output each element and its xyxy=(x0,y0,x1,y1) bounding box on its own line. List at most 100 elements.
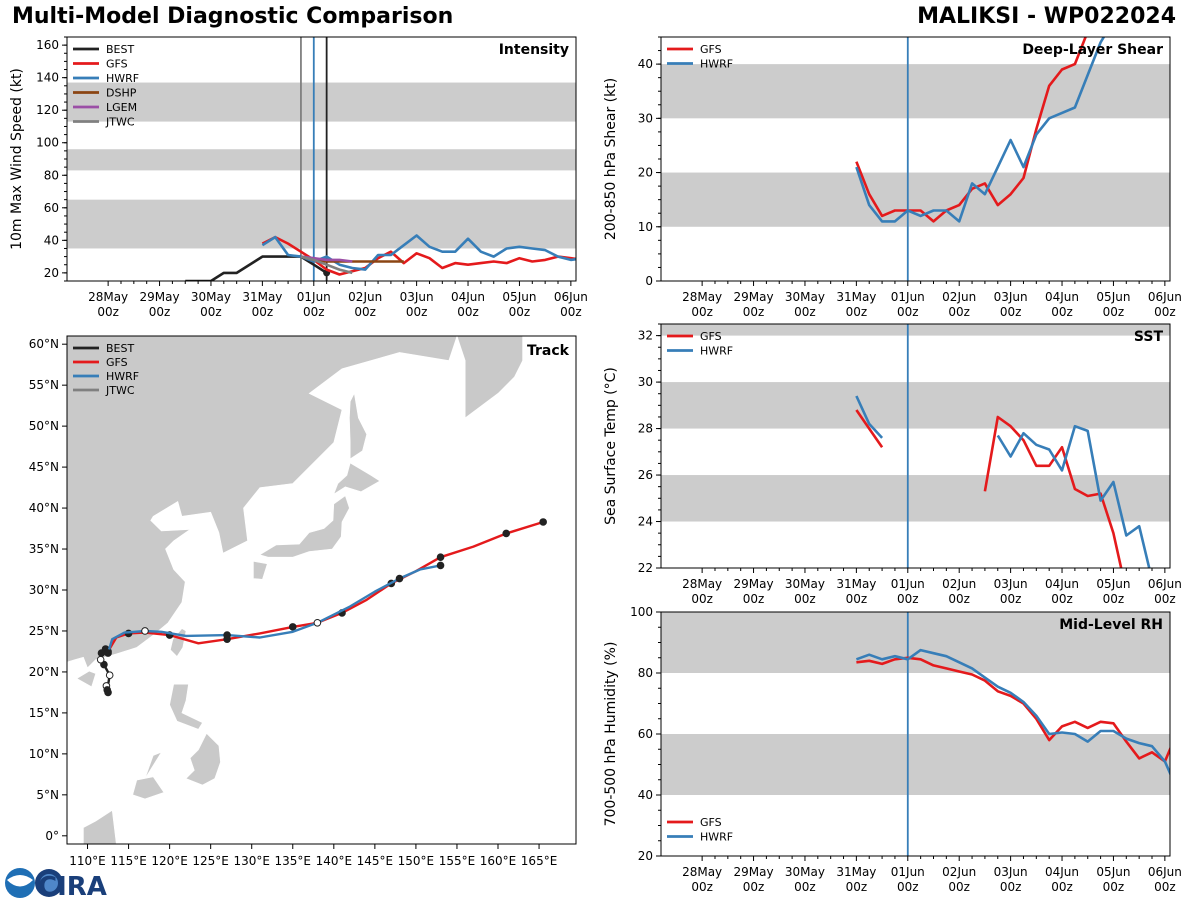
intensity-ytick-label: 20 xyxy=(44,266,59,280)
rh-series-hwrf xyxy=(855,648,1170,777)
track-point-best xyxy=(103,686,112,694)
track-plot-area xyxy=(67,336,547,844)
rh-ytick-label: 60 xyxy=(638,727,653,741)
sst-xtick-label: 29May xyxy=(734,577,774,591)
rh-xtick-sublabel: 00z xyxy=(794,880,816,894)
rh-xtick-label: 31May xyxy=(836,865,876,879)
sst-xtick-sublabel: 00z xyxy=(1154,592,1176,606)
shear-legend-label-gfs: GFS xyxy=(700,43,722,56)
shear-xtick-label: 03Jun xyxy=(994,290,1028,304)
rh-ytick-label: 100 xyxy=(630,605,653,619)
intensity-title: Intensity xyxy=(499,42,569,58)
intensity-xtick-sublabel: 00z xyxy=(509,305,531,319)
rh-xtick-sublabel: 00z xyxy=(846,880,868,894)
intensity-ytick-label: 160 xyxy=(36,38,59,52)
shear-legend-label-hwrf: HWRF xyxy=(700,58,733,71)
rh-xtick-sublabel: 00z xyxy=(948,880,970,894)
rh-ytick-label: 40 xyxy=(638,788,653,802)
track-point-hwrf xyxy=(141,627,149,635)
shear-chart: 01020304028May00z29May00z30May00z31May00… xyxy=(603,36,1182,319)
cira-logo: CIRA xyxy=(5,868,107,900)
shear-xtick-label: 30May xyxy=(785,290,825,304)
intensity-xtick-sublabel: 00z xyxy=(200,305,222,319)
rh-xtick-label: 28May xyxy=(682,865,722,879)
track-xtick-label: 130°E xyxy=(233,854,270,868)
sst-xtick-sublabel: 00z xyxy=(1051,592,1073,606)
track-ytick-label: 10°N xyxy=(29,747,59,761)
sst-band xyxy=(661,475,1170,522)
track-xtick-label: 155°E xyxy=(439,854,476,868)
track-point-hwrf xyxy=(395,574,404,583)
rh-ytick-label: 20 xyxy=(638,849,653,863)
track-land xyxy=(169,683,203,730)
sst-legend-label-hwrf: HWRF xyxy=(700,345,733,358)
intensity-ytick-label: 40 xyxy=(44,233,59,247)
shear-ytick-label: 20 xyxy=(638,166,653,180)
rh-xtick-sublabel: 00z xyxy=(1000,880,1022,894)
intensity-xtick-label: 28May xyxy=(88,290,128,304)
sst-xtick-label: 31May xyxy=(836,577,876,591)
rh-xtick-sublabel: 00z xyxy=(1103,880,1125,894)
shear-band xyxy=(661,172,1170,227)
sst-xtick-label: 03Jun xyxy=(994,577,1028,591)
rh-legend-label-hwrf: HWRF xyxy=(700,831,733,844)
intensity-series-jtwc xyxy=(300,255,353,275)
sst-legend-label-gfs: GFS xyxy=(700,330,722,343)
track-ytick-label: 5°N xyxy=(36,788,59,802)
sst-ytick-label: 26 xyxy=(638,468,653,482)
rh-xtick-label: 05Jun xyxy=(1096,865,1130,879)
track-ytick-label: 35°N xyxy=(29,542,59,556)
shear-band xyxy=(661,64,1170,119)
track-point-hwrf xyxy=(223,631,231,639)
intensity-xtick-label: 05Jun xyxy=(502,290,536,304)
track-xtick-label: 135°E xyxy=(275,854,312,868)
sst-xtick-label: 28May xyxy=(682,577,722,591)
shear-ytick-label: 40 xyxy=(638,57,653,71)
sst-ytick-label: 32 xyxy=(638,329,653,343)
track-point-gfs xyxy=(288,623,297,631)
intensity-xtick-sublabel: 00z xyxy=(560,305,582,319)
track-xtick-label: 160°E xyxy=(480,854,517,868)
track-land xyxy=(185,732,221,786)
rh-legend-label-gfs: GFS xyxy=(700,816,722,829)
sst-ytick-label: 28 xyxy=(638,422,653,436)
globe-inner-icon xyxy=(40,874,58,892)
track-ytick-label: 55°N xyxy=(29,378,59,392)
sst-chart: 22242628303228May00z29May00z30May00z31Ma… xyxy=(603,323,1182,606)
track-xtick-label: 140°E xyxy=(316,854,353,868)
intensity-xtick-sublabel: 00z xyxy=(97,305,119,319)
track-map: 110°E 115°E 120°E 125°E 130°E 135°E 140°E 145°E… xyxy=(29,335,577,868)
intensity-xtick-label: 01Jun xyxy=(297,290,331,304)
sst-band xyxy=(661,382,1170,429)
intensity-xtick-label: 30May xyxy=(191,290,231,304)
intensity-legend-label-lgem: LGEM xyxy=(106,101,137,114)
intensity-ytick-label: 100 xyxy=(36,136,59,150)
intensity-xtick-label: 03Jun xyxy=(400,290,434,304)
intensity-ytick-label: 120 xyxy=(36,103,59,117)
track-land xyxy=(456,336,523,419)
sst-xtick-sublabel: 00z xyxy=(743,592,765,606)
rh-xtick-sublabel: 00z xyxy=(691,880,713,894)
shear-title: Deep-Layer Shear xyxy=(1022,42,1163,58)
shear-ytick-label: 30 xyxy=(638,111,653,125)
track-legend-label-best: BEST xyxy=(106,342,134,355)
shear-xtick-sublabel: 00z xyxy=(1103,305,1125,319)
rh-band xyxy=(661,612,1170,673)
intensity-legend-label-jtwc: JTWC xyxy=(105,116,135,129)
sst-xtick-sublabel: 00z xyxy=(794,592,816,606)
shear-series-gfs xyxy=(855,37,1087,223)
rh-xtick-label: 02Jun xyxy=(942,865,976,879)
intensity-chart: 2040608010012014016028May00z29May00z30Ma… xyxy=(9,36,588,319)
track-legend-label-gfs: GFS xyxy=(106,356,128,369)
page-title: Multi-Model Diagnostic Comparison xyxy=(12,4,454,29)
track-land xyxy=(333,462,381,495)
track-ytick-label: 25°N xyxy=(29,624,59,638)
rh-chart: 2040608010028May00z29May00z30May00z31May… xyxy=(603,605,1182,894)
track-land xyxy=(67,336,458,669)
intensity-ytick-label: 140 xyxy=(36,71,59,85)
track-land xyxy=(253,560,268,580)
sst-xtick-label: 05Jun xyxy=(1096,577,1130,591)
shear-xtick-label: 29May xyxy=(734,290,774,304)
sst-ytick-label: 24 xyxy=(638,515,653,529)
